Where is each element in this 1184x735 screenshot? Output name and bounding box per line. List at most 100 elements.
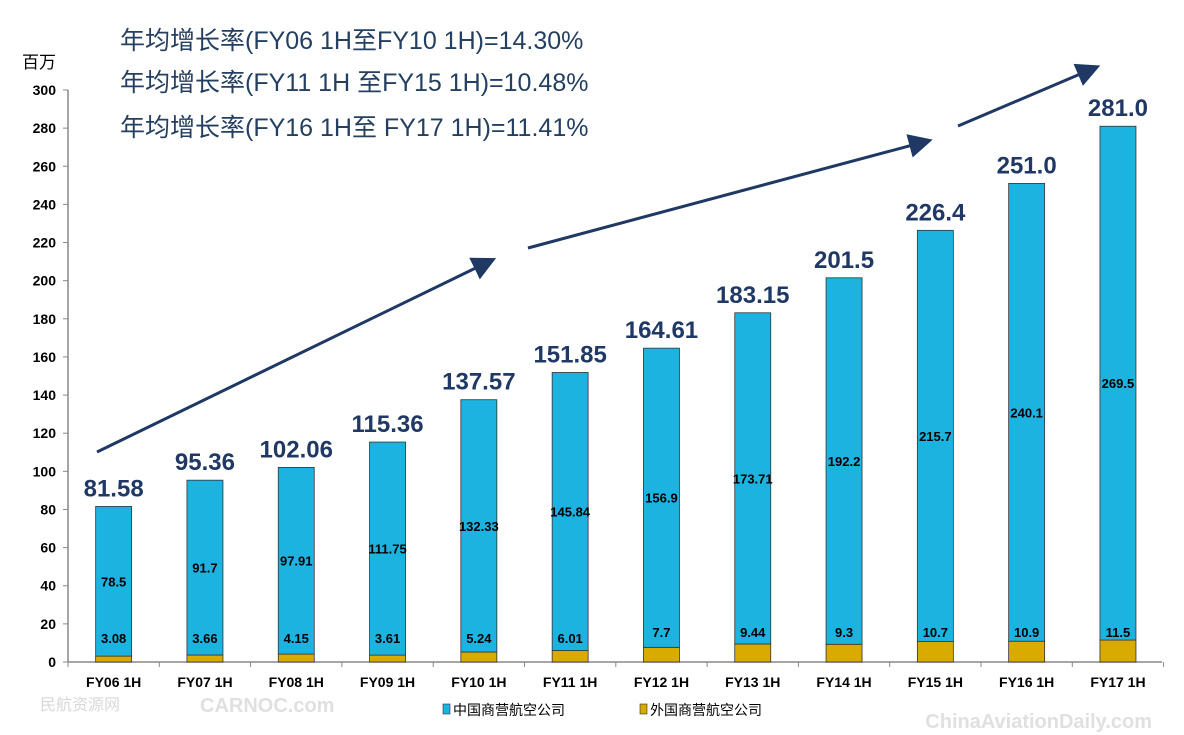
data-label-foreign: 7.7 [652,625,670,640]
total-label: 201.5 [814,247,874,274]
y-tick-label: 0 [48,654,56,670]
data-label-domestic: 173.71 [733,471,773,486]
total-label: 151.85 [533,341,606,368]
bar-foreign [734,643,772,663]
data-label-foreign: 3.66 [192,631,217,646]
y-tick-label: 100 [33,463,57,479]
data-label-foreign: 9.3 [835,625,853,640]
x-tick-label: FY14 1H [816,674,871,690]
bar-domestic [95,506,133,657]
bar-domestic [460,399,498,653]
y-tick-label: 140 [33,387,57,403]
y-tick-label: 280 [33,120,57,136]
growth-rate-annotation: 年均增长率(FY06 1H至FY10 1H)=14.30% [120,27,583,55]
data-label-foreign: 5.24 [466,631,492,646]
data-label-domestic: 269.5 [1102,376,1135,391]
data-label-domestic: 111.75 [368,542,406,557]
bar-domestic [643,347,680,648]
data-label-domestic: 156.9 [645,491,678,506]
bar-domestic [186,479,224,656]
bar-foreign [1099,639,1137,663]
total-label: 164.61 [625,317,698,344]
watermark-text: 民航资源网 [40,696,120,714]
data-label-foreign: 10.9 [1014,625,1039,640]
total-label: 115.36 [352,411,424,438]
y-tick-label: 300 [33,82,57,98]
x-tick-label: FY09 1H [360,674,415,690]
total-label: 251.0 [997,152,1057,179]
bar-foreign [1008,640,1046,663]
total-label: 81.58 [84,475,144,502]
bar-foreign [277,653,315,663]
data-label-domestic: 215.7 [919,429,952,444]
bar-domestic [551,372,589,651]
y-tick-label: 20 [40,616,56,632]
total-label: 102.06 [260,436,333,463]
data-label-domestic: 78.5 [101,574,126,589]
x-tick-label: FY17 1H [1090,674,1145,690]
y-tick-label: 260 [33,158,57,174]
data-label-domestic: 192.2 [828,454,861,469]
data-label-foreign: 3.08 [101,631,126,646]
x-tick-label: FY12 1H [634,674,689,690]
bar-foreign [95,655,133,663]
data-label-domestic: 132.33 [459,519,499,534]
y-tick-label: 160 [33,349,57,365]
y-tick-label: 200 [33,273,57,289]
bar-foreign [460,651,498,663]
data-label-foreign: 9.44 [740,625,766,640]
bar-domestic [825,277,863,645]
y-tick-label: 220 [33,235,57,251]
x-tick-label: FY10 1H [451,674,506,690]
x-tick-label: FY08 1H [269,674,324,690]
data-label-domestic: 145.84 [550,505,591,520]
x-tick-label: FY16 1H [999,674,1054,690]
bar-domestic [916,229,954,642]
total-label: 95.36 [175,449,235,476]
y-tick-label: 120 [33,425,57,441]
bar-domestic [369,441,406,656]
watermark-text: ChinaAviationDaily.com [925,711,1152,733]
bar-foreign [551,650,589,663]
bar-foreign [369,654,406,663]
x-tick-label: FY11 1H [543,674,597,690]
watermark-text: CARNOC.com [200,695,334,717]
trend-arrow [957,63,1101,128]
bar-domestic [277,467,315,655]
legend-label-domestic: 中国商营航空公司 [453,702,565,718]
trend-arrow [527,134,933,250]
bar-domestic [1099,125,1137,641]
data-label-domestic: 97.91 [280,554,313,569]
legend-swatch-domestic [442,703,451,715]
data-label-domestic: 240.1 [1010,405,1043,420]
bar-domestic [1008,183,1046,642]
growth-rate-annotation: 年均增长率(FY16 1H至 FY17 1H)=11.41% [120,114,588,142]
y-axis-label: 百万 [22,53,56,72]
bar-domestic [734,312,772,645]
y-tick-label: 240 [33,196,57,212]
legend-swatch-foreign [639,703,648,715]
bar-foreign [186,654,224,663]
x-tick-label: FY13 1H [725,674,780,690]
growth-rate-annotation: 年均增长率(FY11 1H 至FY15 1H)=10.48% [120,69,588,97]
data-label-foreign: 6.01 [557,631,582,646]
total-label: 137.57 [442,369,515,396]
total-label: 281.0 [1088,95,1148,122]
x-tick-label: FY15 1H [908,674,963,690]
x-tick-label: FY07 1H [177,674,232,690]
data-label-foreign: 3.61 [375,631,400,646]
trend-arrow [96,257,497,454]
total-label: 226.4 [905,199,966,226]
total-label: 183.15 [716,282,789,309]
data-label-foreign: 11.5 [1106,625,1131,640]
bar-foreign [825,643,863,663]
bar-foreign [643,646,680,663]
y-tick-label: 80 [40,501,56,517]
data-label-foreign: 10.7 [923,625,948,640]
data-label-domestic: 91.7 [192,561,217,576]
bar-foreign [916,641,954,663]
legend-label-foreign: 外国商营航空公司 [650,702,762,718]
data-label-foreign: 4.15 [284,631,309,646]
